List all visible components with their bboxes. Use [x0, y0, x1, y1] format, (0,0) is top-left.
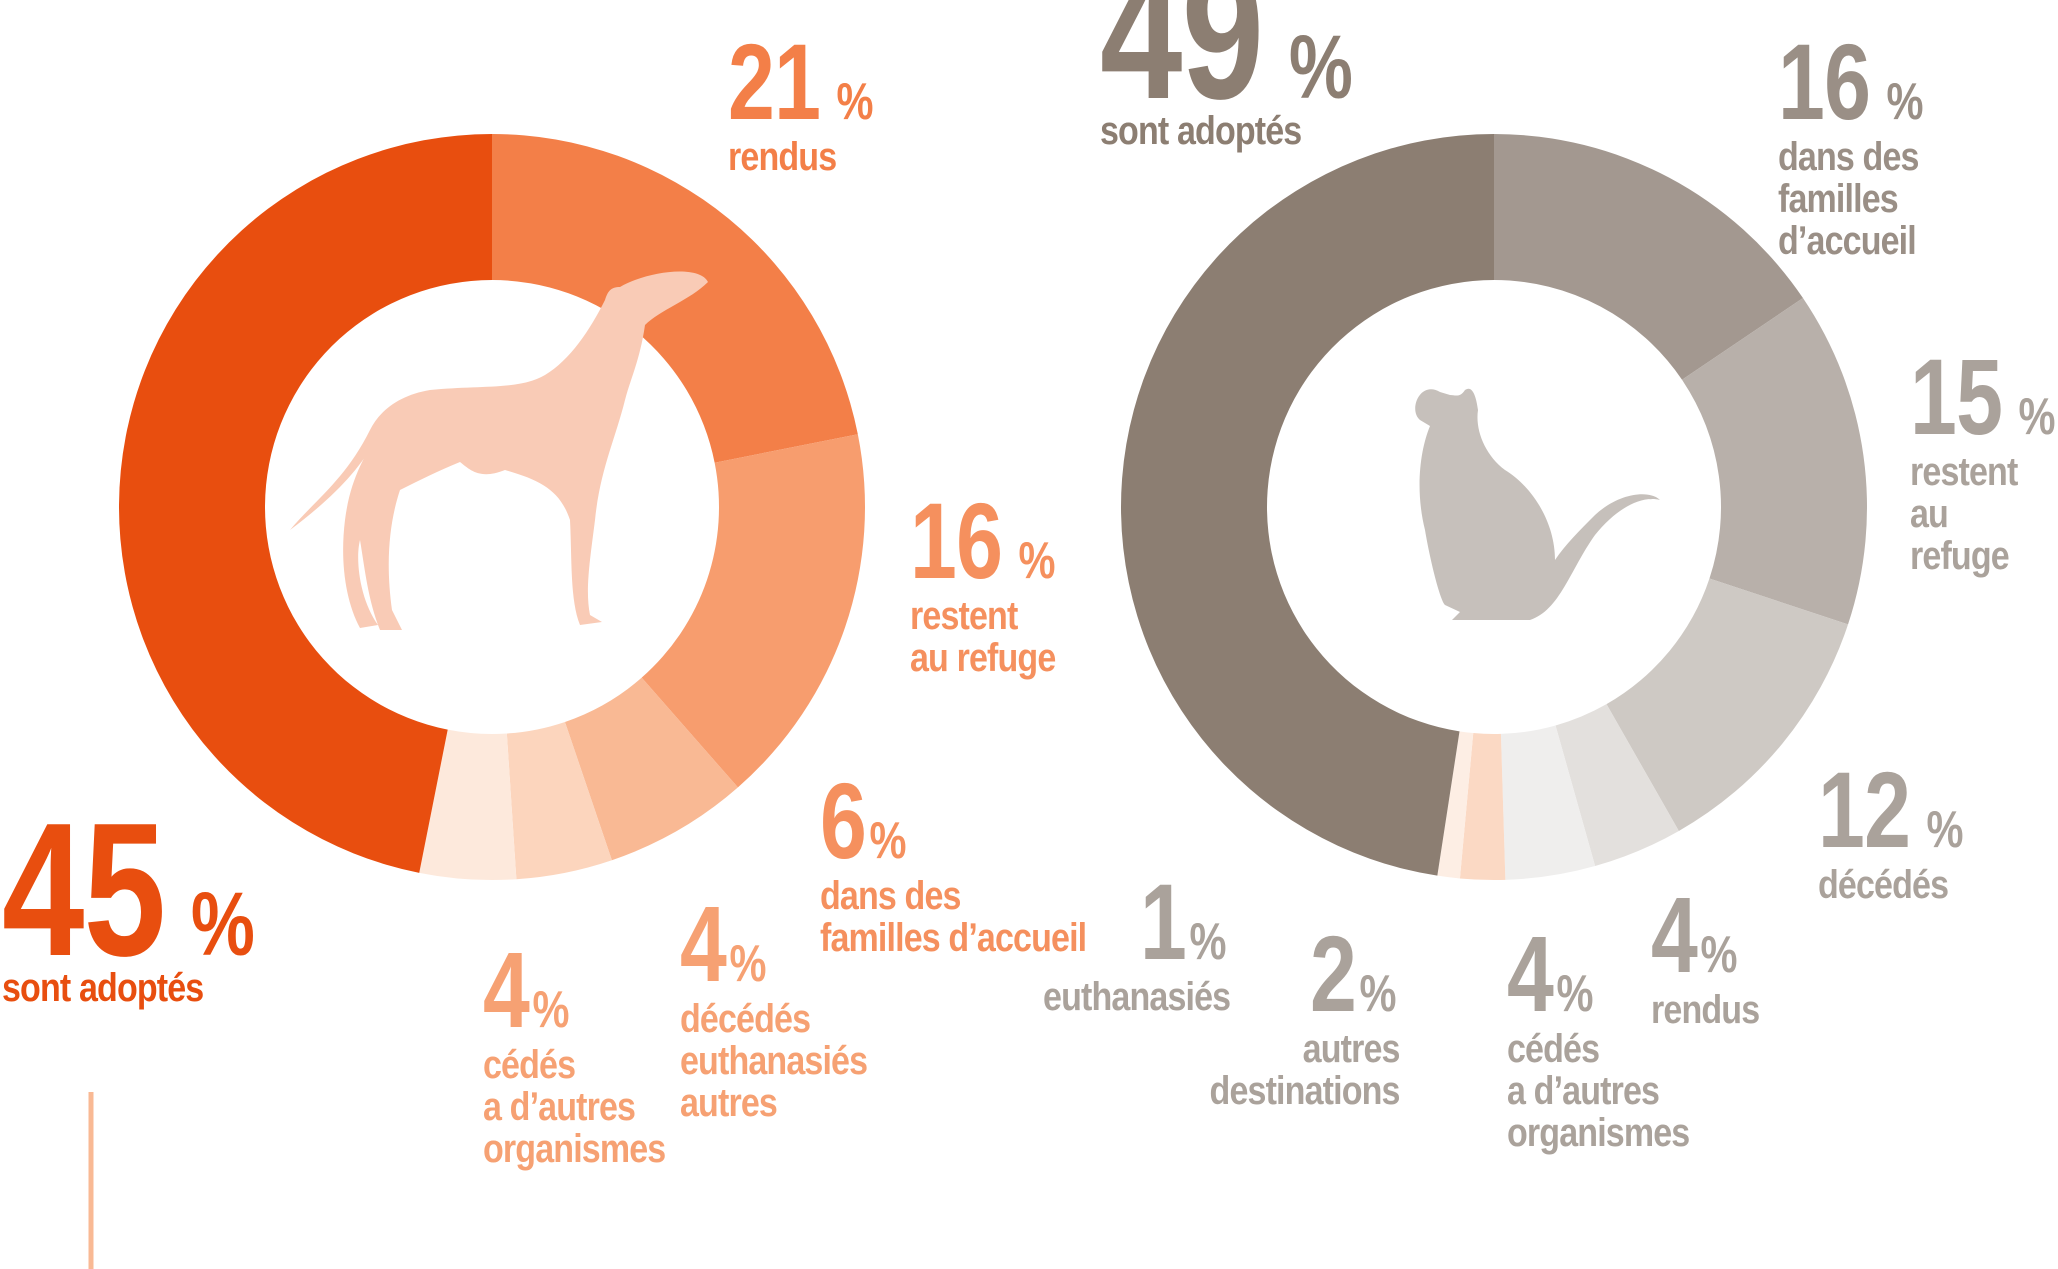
unit-label: % [1886, 73, 1924, 131]
donut-segment [1494, 134, 1803, 380]
category-label: cédés a d’autres organismes [483, 1043, 666, 1171]
value-label: 16 [910, 480, 1003, 601]
value-row: 12% [1818, 756, 1971, 864]
unit-label: % [869, 812, 907, 870]
donut-segment [1606, 578, 1849, 831]
category-label: rendus [728, 135, 837, 179]
unit-label: % [1556, 965, 1594, 1023]
value-row: 4% [483, 936, 698, 1044]
value-row: 4% [1651, 881, 1778, 989]
unit-label: % [1926, 801, 1964, 859]
value-row: 4% [1507, 920, 1722, 1028]
value-label: 4 [1651, 874, 1698, 995]
category-label: décédés [1818, 863, 1949, 907]
segment-label: 45% sont adoptés [2, 795, 262, 1009]
unit-label: % [191, 875, 255, 975]
value-row: 45% [2, 795, 262, 985]
unit-label: % [836, 73, 874, 131]
category-label: sont adoptés [2, 966, 204, 1010]
value-label: 2 [1309, 913, 1357, 1034]
value-label: 16 [1778, 21, 1871, 142]
value-row: 4% [680, 890, 900, 998]
unit-label: % [1018, 532, 1056, 590]
value-row: 16% [1778, 28, 2058, 136]
value-label: 15 [1910, 336, 2003, 457]
category-label: autres destinations [1209, 1027, 1401, 1113]
donut-segment [506, 721, 612, 880]
category-label: restent au refuge [1910, 450, 2018, 578]
value-label: 4 [1507, 913, 1554, 1034]
value-label: 1 [1139, 861, 1187, 982]
donut-segment [118, 134, 492, 873]
unit-label: % [1189, 913, 1226, 971]
value-label: 49 [1100, 0, 1264, 139]
value-row: 15% [1910, 343, 2058, 451]
value-label: 6 [820, 760, 867, 881]
segment-label: 4% rendus [1651, 881, 1778, 1032]
unit-label: % [1359, 965, 1396, 1023]
donut-segment [641, 434, 865, 788]
segment-label: 12% décédés [1818, 756, 1971, 907]
value-label: 4 [483, 929, 530, 1050]
category-label: cédés a d’autres organismes [1507, 1027, 1690, 1155]
value-row: 1% [1010, 868, 1230, 976]
unit-label: % [1700, 926, 1738, 984]
dog-silhouette [290, 271, 708, 630]
unit-label: % [2018, 388, 2056, 446]
category-label: dans des familles d’accueil [820, 874, 1087, 960]
donut-segment [1500, 725, 1596, 880]
segment-label: 16% restent au refuge [910, 487, 1081, 680]
category-label: euthanasiés [1042, 975, 1231, 1019]
unit-label: % [729, 935, 767, 993]
value-row: 2% [1176, 920, 1400, 1028]
cat-silhouette [1415, 388, 1660, 620]
value-row: 21% [728, 28, 877, 136]
category-label: dans des familles d’accueil [1778, 135, 1919, 263]
value-label: 4 [680, 883, 727, 1004]
segment-label: 6% dans des familles d’accueil [820, 767, 1133, 960]
category-label: sont adoptés [1100, 109, 1302, 153]
value-row: 6% [820, 767, 1133, 875]
donut-segment [564, 677, 738, 861]
segment-label: 4% décédés euthanasiés autres [680, 890, 900, 1125]
value-label: 45 [2, 784, 166, 996]
category-label: rendus [1651, 988, 1760, 1032]
segment-label: 4% cédés a d’autres organismes [1507, 920, 1722, 1155]
donut-segment [419, 729, 517, 881]
donut-segment [1459, 733, 1506, 880]
donut-segment [1121, 134, 1494, 876]
value-row: 49% [1100, 0, 1360, 128]
value-row: 16% [910, 487, 1081, 595]
segment-label: 2% autres destinations [1176, 920, 1401, 1113]
segment-label: 4% cédés a d’autres organismes [483, 936, 698, 1171]
donut-segment [1555, 704, 1679, 867]
segment-label: 49% sont adoptés [1100, 0, 1360, 152]
unit-label: % [1289, 18, 1353, 118]
segment-label: 16% dans des familles d’accueil [1778, 28, 2058, 263]
category-label: restent au refuge [910, 594, 1056, 680]
unit-label: % [532, 981, 570, 1039]
donut-segment [1437, 731, 1474, 879]
value-label: 21 [728, 21, 821, 142]
segment-label: 1% euthanasiés [1010, 868, 1231, 1019]
value-label: 12 [1818, 749, 1911, 870]
category-label: décédés euthanasiés autres [680, 997, 868, 1125]
segment-label: 15% restent au refuge [1910, 343, 2058, 578]
segment-label: 21% rendus [728, 28, 877, 179]
donut-segment [1682, 298, 1867, 625]
